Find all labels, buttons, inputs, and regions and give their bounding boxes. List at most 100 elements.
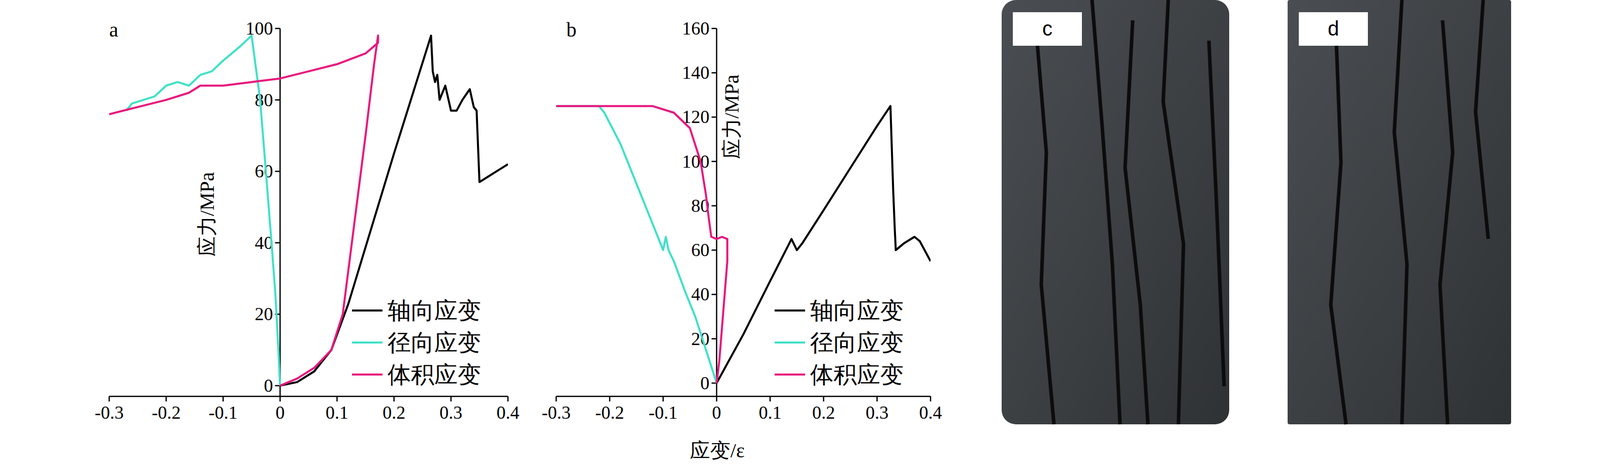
x-tick-label: 0.4 [919,402,943,423]
plot-area [556,106,931,383]
label-box [1012,12,1082,46]
x-tick-label: 0 [275,402,285,423]
x-tick [450,396,453,402]
series-line [556,106,717,383]
y-axis-label: 应力/MPa [195,171,219,257]
y-tick [711,116,717,118]
panel-label: c [1042,17,1053,40]
x-tick [279,396,281,402]
y-tick-label: 60 [254,161,273,182]
y-axis [716,28,718,397]
y-tick-label: 100 [245,18,273,39]
label-box [1298,12,1368,46]
legend-label: 体积应变 [387,361,482,388]
crack [1036,30,1054,425]
photo [1001,0,1230,425]
x-tick-label: 0 [712,402,722,423]
y-tick-label: 140 [682,62,710,83]
y-tick-label: 0 [263,375,273,396]
panel-label: b [566,18,577,42]
x-tick [555,396,558,402]
y-tick-label: 20 [254,303,273,325]
figure: -0.3 -0.2 -0.1 0 0.1 0.2 0.3 0.4 0 20 40 60 80 100 a 应力… [0,0,1600,466]
series-line [279,35,508,386]
legend-label: 轴向应变 [387,297,482,324]
x-tick-label: -0.3 [94,402,124,423]
x-tick-label: 0.1 [325,402,349,423]
x-axis [109,395,508,398]
plot-area [109,35,508,386]
y-tick-label: 100 [682,151,710,172]
series-line [126,35,281,386]
y-tick [711,205,717,207]
y-tick [711,160,717,163]
photo [1287,0,1512,425]
crack [1208,40,1225,387]
photo-panel: d [1287,0,1512,425]
legend: 轴向应变径向应变体积应变 [774,297,904,388]
x-tick [108,396,111,402]
series-line [716,106,931,383]
legend-swatch [774,309,806,312]
crack [1394,0,1407,425]
y-tick-label: 160 [682,18,710,39]
x-tick [336,396,338,402]
x-tick [662,396,664,402]
y-tick [274,27,280,30]
crack [1440,20,1453,425]
y-tick [711,249,717,251]
legend-label: 径向应变 [810,329,904,356]
x-tick [769,396,772,402]
x-tick-label: -0.2 [595,402,625,423]
crack [1163,0,1184,425]
x-tick-label: -0.1 [208,402,238,423]
crack [1092,0,1120,425]
legend-label: 径向应变 [387,329,482,356]
x-tick-label: -0.1 [648,402,678,423]
y-tick-label: 60 [691,239,710,261]
photo-panel: c [1001,0,1230,425]
x-tick-label: -0.2 [151,402,181,423]
panel-label: d [1327,17,1339,40]
crack [1330,30,1347,425]
x-tick [822,396,825,402]
panel-label: a [109,18,119,42]
chart: -0.3-0.2-0.100.10.20.30.4020406080100120… [541,18,943,462]
y-tick [711,337,717,340]
x-axis-label: 应变/ε [689,438,745,462]
y-tick [711,72,717,74]
crack [1125,20,1148,425]
x-tick-label: 0.1 [758,402,782,423]
y-tick [274,99,280,101]
x-tick [222,396,224,402]
x-tick [165,396,168,402]
x-tick-label: 0.4 [496,402,520,423]
y-axis [279,28,281,397]
x-tick [716,396,718,402]
legend-swatch [774,373,806,376]
x-tick-label: -0.3 [541,402,571,423]
y-tick-label: 0 [700,372,710,394]
y-tick [274,241,280,244]
y-axis-label: 应力/MPa [720,74,744,159]
legend-swatch [352,373,383,376]
x-tick [393,396,395,402]
legend-swatch [352,309,383,312]
legend-swatch [774,341,806,344]
legend-swatch [352,341,383,344]
x-tick-label: 0.2 [382,402,406,423]
y-tick [274,170,280,173]
x-tick [876,396,878,402]
y-tick [711,293,717,296]
x-tick-label: 0.3 [439,402,463,423]
crack [1475,0,1489,239]
y-tick-label: 40 [691,283,710,305]
series-line [556,106,728,383]
x-tick [609,396,611,402]
legend-label: 轴向应变 [810,297,904,324]
x-tick [930,396,932,402]
y-tick-label: 80 [254,89,273,111]
legend: 轴向应变径向应变体积应变 [352,297,482,388]
x-tick-label: 0.3 [865,402,889,423]
chart: -0.3-0.2-0.100.10.20.30.4020406080100a应力… [94,18,520,423]
